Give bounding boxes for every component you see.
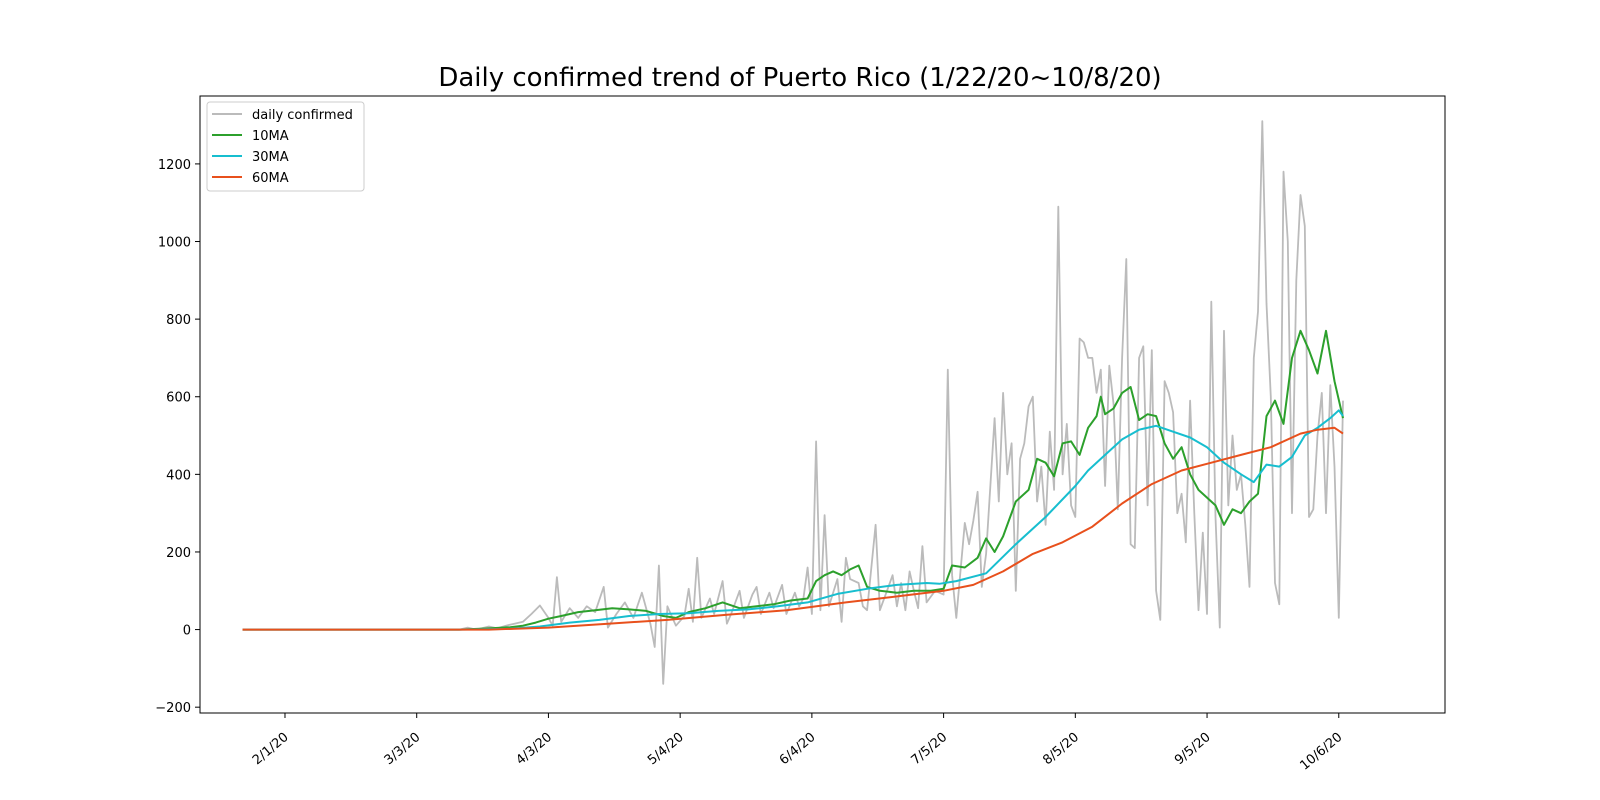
y-axis: −200 0 200 400 600 800 1000 1200 bbox=[155, 158, 200, 716]
x-tick-label: 2/1/20 bbox=[250, 730, 292, 768]
series-line-60ma bbox=[242, 426, 1344, 631]
y-tick-label: 0 bbox=[183, 624, 191, 639]
x-tick-label: 9/5/20 bbox=[1172, 730, 1214, 768]
legend-box bbox=[206, 101, 365, 192]
plot-frame bbox=[199, 95, 1446, 714]
y-tick-label: −200 bbox=[155, 701, 191, 716]
legend-label: 30MA bbox=[252, 150, 289, 165]
legend-label: daily confirmed bbox=[252, 108, 353, 123]
series-line-10ma bbox=[242, 329, 1344, 631]
series-layer bbox=[242, 120, 1344, 685]
series-line-daily-confirmed bbox=[242, 120, 1344, 685]
y-tick-label: 1200 bbox=[158, 158, 191, 173]
x-tick-label: 5/4/20 bbox=[645, 730, 687, 768]
y-tick-label: 600 bbox=[166, 391, 191, 406]
y-tick-label: 200 bbox=[166, 546, 191, 561]
series-line-30ma bbox=[242, 409, 1344, 631]
x-tick-label: 6/4/20 bbox=[777, 730, 819, 768]
y-tick-label: 400 bbox=[166, 468, 191, 483]
x-tick-label: 10/6/20 bbox=[1297, 730, 1345, 774]
legend-label: 60MA bbox=[252, 171, 289, 186]
legend: daily confirmed 10MA 30MA 60MA bbox=[206, 101, 365, 192]
y-tick-label: 1000 bbox=[158, 236, 191, 251]
x-tick-label: 8/5/20 bbox=[1040, 730, 1082, 768]
chart-title: Daily confirmed trend of Puerto Rico (1/… bbox=[438, 63, 1161, 93]
x-tick-label: 4/3/20 bbox=[513, 730, 555, 768]
x-tick-label: 3/3/20 bbox=[382, 730, 424, 768]
legend-label: 10MA bbox=[252, 129, 289, 144]
x-axis: 2/1/20 3/3/20 4/3/20 5/4/20 6/4/20 7/5/20 8/5/… bbox=[250, 713, 1345, 774]
y-tick-label: 800 bbox=[166, 313, 191, 328]
x-tick-label: 7/5/20 bbox=[909, 730, 951, 768]
